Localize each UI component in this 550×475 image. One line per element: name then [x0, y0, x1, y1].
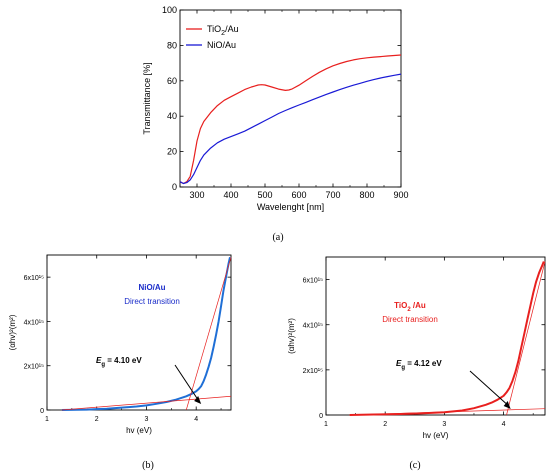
panel-c-sample-name: TiO2 /Au [394, 301, 426, 313]
panel-a-plot-frame [179, 9, 402, 188]
panel-c-bandgap-arrowhead [503, 401, 511, 409]
panel-a-x-tick-label: 500 [257, 190, 272, 200]
panel-b-bandgap-label: Eg = 4.10 eV [96, 356, 142, 368]
panel-b-chart: 1 2 3 4 0 2x10¹⁵ 4x10¹⁵ 6x10¹⁵ hv (eV) (αhv)²(m²)… [8, 254, 232, 435]
panel-b-y-tick-label: 4x10¹⁵ [24, 319, 45, 326]
panel-c-bandgap-arrow [469, 370, 509, 406]
panel-a-series-tio2 [179, 54, 402, 185]
panel-a-x-tick-label: 900 [393, 190, 408, 200]
panel-b-bandgap-arrowhead [194, 396, 202, 404]
panel-c-x-axis-label: hv (eV) [423, 431, 449, 440]
panel-b-x-tick-label: 2 [95, 416, 99, 423]
panel-c-x-tick-label: 2 [383, 421, 387, 428]
panel-c-y-tick-label: 6x10¹⁵ [303, 278, 324, 285]
panel-a-series-nio [179, 73, 402, 185]
panel-c-x-tick-label: 1 [324, 421, 328, 428]
panel-b-y-tick-label: 0 [40, 408, 44, 415]
panel-c-y-axis-label: (αhv)²(m²) [287, 318, 296, 354]
panel-b-y-tick-label: 6x10¹⁵ [24, 275, 45, 282]
panel-b-series [61, 256, 231, 411]
panel-a-y-axis-label: Transmittance [%] [142, 62, 152, 134]
panel-b-fit-line [61, 395, 232, 411]
panel-label-b: (b) [142, 460, 154, 471]
panel-b-bandgap-arrow [174, 364, 199, 401]
panel-a-x-tick-label: 400 [223, 190, 238, 200]
panel-a-chart: 300 400 500 600 700 800 900 0 20 40 60 80 100 Wavelen… [142, 5, 409, 212]
panel-a-y-tick-label: 80 [167, 40, 177, 50]
panel-b-x-tick-label: 3 [145, 416, 149, 423]
panel-a-x-tick-label: 600 [291, 190, 306, 200]
panel-b-plot-frame [46, 254, 232, 411]
panel-b-transition-label: Direct transition [124, 297, 180, 306]
panel-c-x-tick-label: 3 [442, 421, 446, 428]
panel-c-chart: 1 2 3 4 0 2x10¹⁵ 4x10¹⁵ 6x10¹⁵ hv (eV) (αhv)²(m²)… [287, 256, 546, 440]
panel-b-y-tick-label: 2x10¹⁵ [24, 364, 45, 371]
panel-c-transition-label: Direct transition [382, 315, 438, 324]
panel-b-x-axis-label: hv (eV) [126, 426, 152, 435]
panel-a-x-axis-label: Wavelenght [nm] [257, 202, 324, 212]
panel-b-fit-line [185, 257, 232, 411]
panel-c-y-tick-label: 0 [319, 413, 323, 420]
panel-c-fit-line [349, 408, 546, 416]
panel-b-x-tick-label: 1 [45, 416, 49, 423]
panel-c-y-tick-label: 4x10¹⁵ [303, 323, 324, 330]
panel-a-x-tick-label: 300 [189, 190, 204, 200]
panel-a-legend-label: TiO2/Au [207, 24, 239, 37]
panel-b-sample-name: NiO/Au [138, 283, 165, 292]
panel-c-bandgap-label: Eg = 4.12 eV [396, 359, 442, 371]
panel-a-x-tick-label: 800 [359, 190, 374, 200]
panel-c-series [349, 261, 545, 416]
panel-a-y-tick-label: 100 [162, 5, 177, 15]
panel-c-plot-frame [325, 256, 546, 416]
panel-c-x-tick-label: 4 [502, 421, 506, 428]
panel-a-legend-label: NiO/Au [207, 40, 236, 50]
panel-a-y-tick-label: 20 [167, 147, 177, 157]
panel-c-fit-line [506, 261, 546, 416]
panel-c-y-tick-label: 2x10¹⁵ [303, 368, 324, 375]
panel-a-y-tick-label: 0 [172, 182, 177, 192]
panel-a-y-tick-label: 40 [167, 111, 177, 121]
panel-label-a: (a) [272, 232, 283, 243]
panel-b-x-tick-label: 4 [194, 416, 198, 423]
panel-a-x-tick-label: 700 [325, 190, 340, 200]
panel-label-c: (c) [409, 460, 420, 471]
panel-a-y-tick-label: 60 [167, 76, 177, 86]
panel-b-y-axis-label: (αhv)²(m²) [8, 314, 17, 350]
